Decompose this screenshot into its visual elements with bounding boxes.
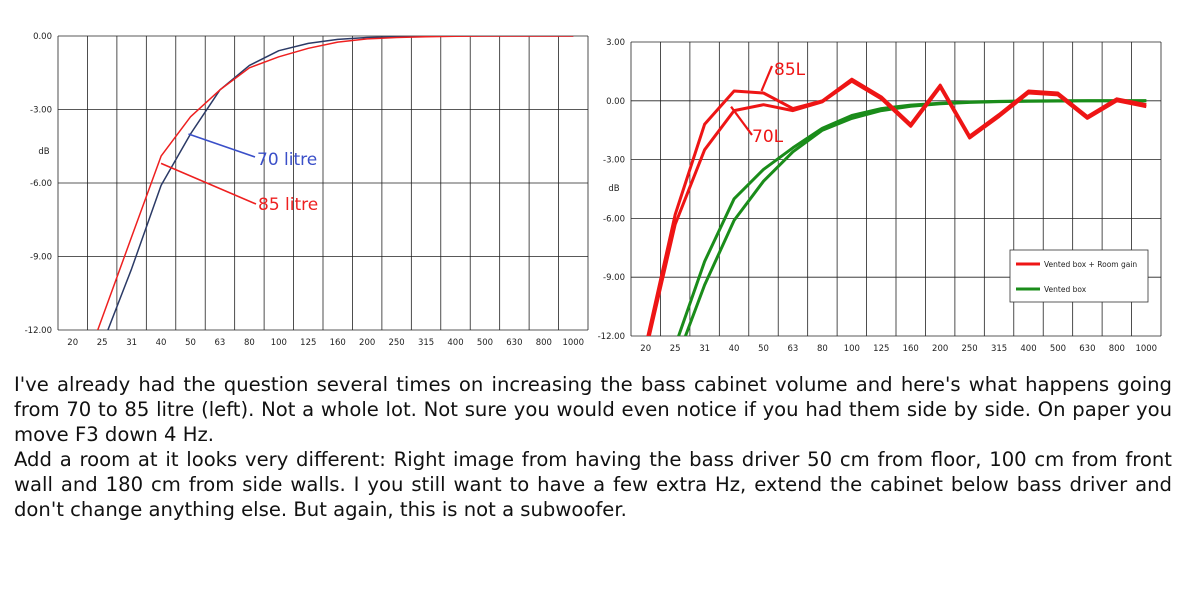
line-series-85-litre [96,36,574,330]
x-tick-label: 80 [817,344,828,354]
x-tick-label: 315 [418,338,434,348]
x-tick-label: 25 [670,344,681,354]
legend-box [1009,249,1149,303]
x-tick-label: 20 [67,338,78,348]
x-tick-label: 20 [640,344,651,354]
x-tick-label: 63 [215,338,226,348]
x-tick-label: 160 [330,338,346,348]
x-tick-label: 400 [1020,344,1036,354]
line-series-vented-box-85 [677,99,1147,336]
x-tick-label: 50 [185,338,196,348]
y-tick-label: -9.00 [30,253,52,263]
y-tick-label: -3.00 [30,106,52,116]
line-series-room-gain-85 [646,77,1147,336]
x-tick-label: 160 [903,344,919,354]
chart-left-cabinet-volume: 0.00 -3.00 -6.00 -9.00 -12.00 dB 20 25 31 40 50 63 8… [0,0,592,362]
x-tick-label: 400 [447,338,463,348]
annotation-85L: 85L [774,60,806,80]
y-tick-label: -12.00 [598,332,625,342]
annotation-leader-70-litre [188,133,256,158]
x-tick-label: 500 [477,338,493,348]
x-tick-label: 630 [506,338,522,348]
x-tick-label: 250 [388,338,404,348]
x-tick-label: 315 [991,344,1007,354]
y-tick-label: 3.00 [606,38,625,48]
x-tick-label: 125 [300,338,316,348]
annotation-leader-85L [760,65,774,92]
x-tick-label: 80 [244,338,255,348]
x-tick-label: 200 [359,338,375,348]
x-tick-label: 25 [97,338,108,348]
y-tick-label: -6.00 [30,179,52,189]
y-tick-label: -3.00 [603,156,625,166]
caption-paragraph-1: I've already had the question several ti… [14,373,1172,446]
y-tick-label: 0.00 [606,97,625,107]
chart-right-room-gain: 3.00 0.00 -3.00 -6.00 -9.00 -12.00 dB 20 25 31 40 5… [592,0,1179,362]
annotation-leader-70L [730,106,753,136]
x-tick-label: 31 [699,344,710,354]
x-tick-label: 100 [271,338,287,348]
caption-text: I've already had the question several ti… [14,372,1172,522]
y-tick-label: -9.00 [603,273,625,283]
y-tick-label: -6.00 [603,214,625,224]
x-tick-label: 50 [758,344,769,354]
series-group [646,77,1147,336]
x-tick-label: 31 [126,338,137,348]
legend-entry: Vented box + Room gain [1044,260,1137,269]
x-tick-label: 200 [932,344,948,354]
y-tick-label: 0.00 [33,32,52,42]
y-axis-label: dB [38,147,49,157]
x-tick-label: 800 [536,338,552,348]
annotation-85-litre: 85 litre [258,195,318,215]
x-tick-label: 250 [961,344,977,354]
x-tick-label: 125 [873,344,889,354]
x-tick-label: 100 [844,344,860,354]
x-tick-label: 40 [729,344,740,354]
y-axis-label: dB [608,184,619,194]
x-tick-label: 630 [1079,344,1095,354]
x-tick-label: 63 [788,344,799,354]
annotation-70L: 70L [752,127,784,147]
x-tick-label: 1000 [562,338,584,348]
x-tick-label: 500 [1050,344,1066,354]
line-series-70-litre [107,36,574,330]
y-tick-label: -12.00 [25,326,52,336]
caption-paragraph-2: Add a room at it looks very different: R… [14,448,1172,521]
x-tick-label: 800 [1109,344,1125,354]
x-tick-label: 40 [156,338,167,348]
annotation-leader-85-litre [160,162,257,205]
series-group [96,36,574,330]
x-tick-label: 1000 [1135,344,1157,354]
legend-entry: Vented box [1044,285,1087,294]
annotation-70-litre: 70 litre [257,150,317,170]
